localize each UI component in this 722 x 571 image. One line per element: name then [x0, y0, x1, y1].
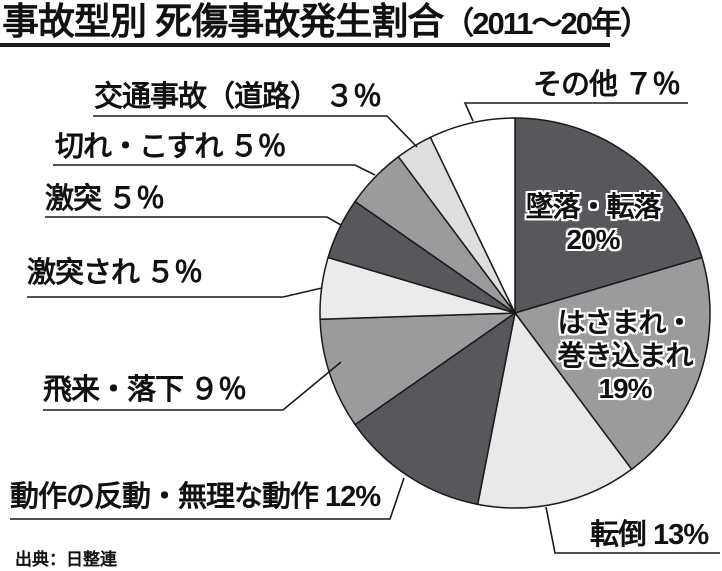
leader-line-sonota — [463, 102, 688, 122]
callout-label-dosa-no-hando: 動作の反動・無理な動作 12% — [10, 481, 381, 513]
callout-label-kire-kosure: 切れ・こすれ ５％ — [55, 131, 286, 163]
title-main: 事故型別 死傷事故発生割合 — [2, 1, 444, 42]
pie-slice-tento — [476, 312, 633, 509]
callout-label-hirai-rakka: 飛来・落下 ９％ — [43, 374, 247, 406]
slice-label-hasamare-makikomare: はさまれ・ 巻き込まれ 19% — [535, 306, 715, 405]
leader-line-kotsu-jiko-doro — [93, 115, 418, 148]
title-underline — [0, 43, 610, 47]
slice-label-line: 19% — [598, 373, 652, 404]
pie-slice-hasamare-makikomare — [514, 256, 711, 471]
callout-label-kotsu-jiko: 交通事故（道路） ３％ — [94, 81, 382, 113]
leader-line-gekitotsu-sare — [27, 287, 323, 298]
leader-line-dosa-no-hando — [10, 477, 405, 520]
callout-label-gekitotsu-sare: 激突され ５％ — [27, 257, 203, 289]
pie-slice-sonota — [429, 117, 516, 314]
slice-label-line: 巻き込まれ — [557, 340, 693, 371]
slice-label-tsuiraku-tenraku: 墜落・転落 20% — [503, 190, 683, 256]
callout-label-tento: 転倒 13% — [590, 519, 709, 551]
source-note: 出典：日整連 — [15, 550, 117, 569]
callout-label-gekitotsu: 激突 ５％ — [45, 183, 165, 215]
title-period: （2011〜20年） — [443, 6, 651, 41]
pie-slice-dosa-no-hando — [354, 312, 516, 506]
pie-slice-tsuiraku-tenraku — [514, 117, 703, 314]
slice-label-line: はさまれ・ — [557, 307, 693, 338]
pie-slice-hirai-rakka — [319, 312, 516, 426]
slice-label-line: 墜落・転落 — [525, 191, 661, 222]
leader-line-kire-kosure — [53, 164, 376, 176]
leader-line-hirai-rakka — [43, 361, 342, 411]
callout-label-sonota: その他 ７％ — [533, 69, 681, 101]
leader-line-tento — [545, 506, 720, 554]
leader-line-gekitotsu — [45, 216, 342, 226]
page-title: 事故型別 死傷事故発生割合（2011〜20年） — [2, 0, 651, 46]
slice-label-line: 20% — [566, 224, 620, 255]
